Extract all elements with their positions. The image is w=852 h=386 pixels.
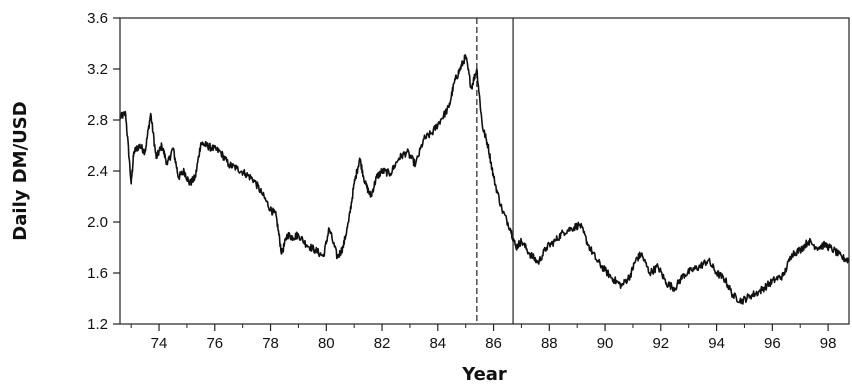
reference-lines: [476, 18, 514, 324]
x-tick-label: 94: [708, 335, 725, 352]
series-line: [119, 54, 850, 305]
x-tick-label: 92: [652, 335, 669, 352]
x-tick-label: 74: [151, 335, 168, 352]
series-group: [119, 54, 850, 305]
x-tick-label: 82: [374, 335, 391, 352]
y-axis-label: Daily DM/USD: [10, 101, 31, 240]
x-tick-label: 88: [541, 335, 558, 352]
x-tick-label: 76: [206, 335, 223, 352]
y-tick-label: 1.6: [87, 265, 108, 282]
x-tick-label: 90: [597, 335, 614, 352]
x-tick-label: 86: [485, 335, 502, 352]
y-tick-label: 3.2: [87, 61, 108, 78]
x-tick-label: 78: [262, 335, 279, 352]
y-tick-label: 2.4: [87, 163, 108, 180]
x-tick-label: 84: [429, 335, 446, 352]
x-tick-label: 98: [820, 335, 837, 352]
y-tick-label: 1.2: [87, 316, 108, 333]
x-tick-label: 96: [764, 335, 781, 352]
y-axis-ticks: 1.2 1.6 2.0 2.4 2.8 3.2 3.6: [87, 10, 120, 333]
x-axis-label: Year: [461, 364, 507, 385]
y-tick-label: 2.0: [87, 214, 108, 231]
plot-frame: [119, 17, 850, 325]
y-tick-label: 2.8: [87, 112, 108, 129]
x-tick-label: 80: [318, 335, 335, 352]
y-tick-label: 3.6: [87, 10, 108, 27]
x-axis-ticks: 74 76 78 80 82 84 86 88 90 92 94 96 98: [130, 324, 837, 352]
